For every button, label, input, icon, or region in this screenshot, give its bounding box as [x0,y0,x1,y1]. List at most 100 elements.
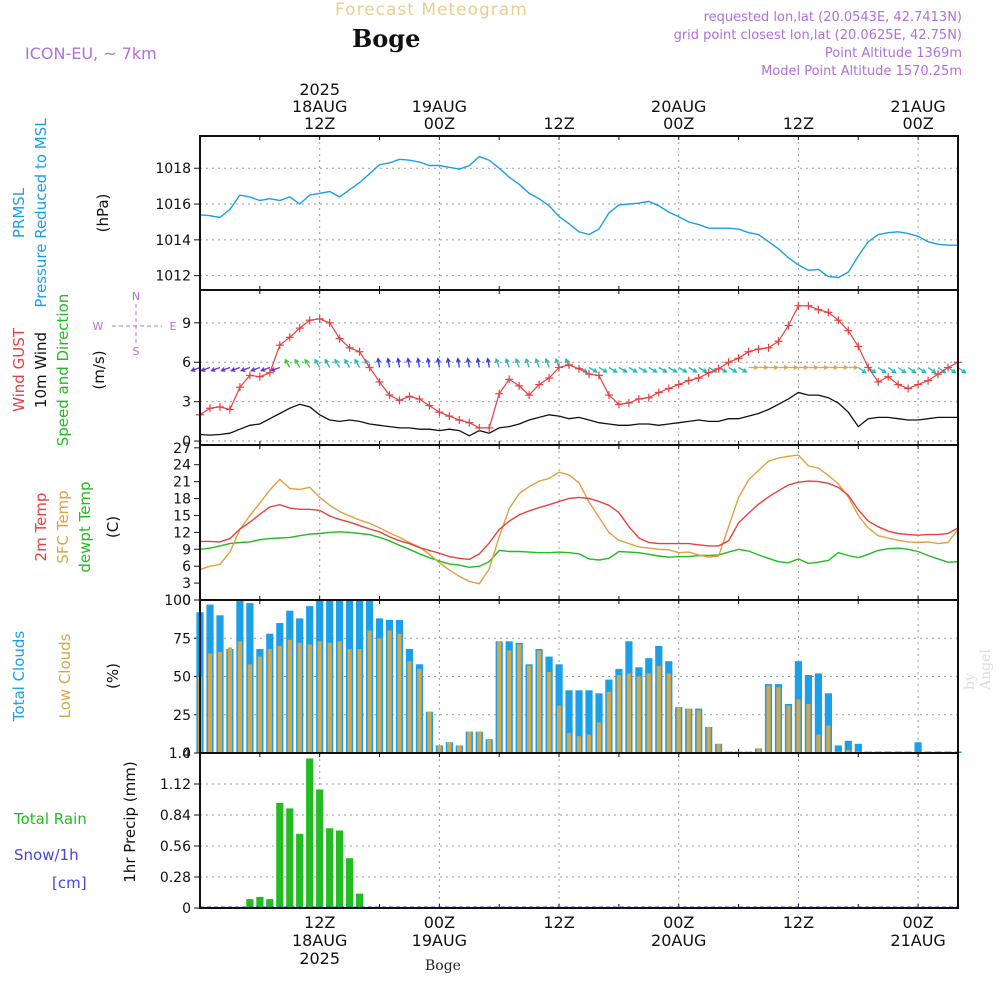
wind-arrow-shaft [588,366,598,373]
wind-arrow-head [386,357,391,363]
gust-marker [545,374,554,383]
wind-arrow-shaft [887,366,896,374]
wind10m-label: 10m Wind [32,332,50,408]
rain-bar [346,858,354,908]
gust-marker [754,345,763,354]
low-cloud-bar [417,668,422,753]
wind-arrow-head [445,357,451,363]
wind-arrow-head [921,368,927,374]
wind-arrow-shaft [525,358,530,368]
wind-arrow-head [672,368,678,373]
wind-arrow-shaft [688,366,697,373]
y-tick-label: 6 [182,355,191,371]
footer-station-name: Boge [425,958,461,974]
credit-watermark: by Angel [962,649,994,690]
gust-marker [445,412,454,421]
low-cloud-bar [796,699,801,753]
wind-arrow-shaft [294,359,301,368]
y-tick-label: 1014 [155,233,191,249]
low-cloud-bar [766,685,771,753]
wind-arrow-shaft [354,359,361,368]
wind-arrow-shaft [698,366,707,373]
wind-arrow-head [270,367,276,372]
wind-arrow [957,366,967,374]
wind-arrow [544,357,550,368]
wind-arrow-shaft [467,358,470,368]
gust-marker [864,363,873,372]
gust-marker [744,347,753,356]
time-label-bottom: 19AUG [412,931,467,950]
wind-arrow [887,366,897,374]
wind-arrow [678,366,688,373]
low-cloud-bar [327,642,332,753]
gust-marker [405,392,414,401]
panel-frame [199,752,959,909]
low-cloud-bar [527,665,532,753]
y-tick-label: 9 [182,316,191,332]
wind-arrow [758,365,769,370]
gust-marker [814,305,823,314]
wind-arrow-head [843,365,849,370]
wind-arrow-shaft [387,358,391,368]
wind-arrow [425,357,431,368]
wind-arrow [284,358,291,368]
wind-arrow-head [881,368,887,374]
wind-arrow-shaft [427,358,431,368]
total-cloud-bar [814,673,822,753]
wind-arrow [354,358,361,368]
wind-arrow [210,366,221,372]
total-cloud-bar [844,740,852,753]
wind-arrow [324,358,331,368]
wind-arrow-shaft [271,366,281,372]
y-tick-label: 25 [173,708,191,724]
wind-arrow-head [314,358,319,364]
wind-arrow-head [376,357,382,363]
wind-arrow [927,366,937,374]
gust-marker [295,324,304,333]
wind-arrow-head [783,365,789,370]
low-cloud-bar [357,649,362,753]
rain-bar [336,830,344,908]
gust-marker [225,405,234,414]
wind-arrow-shaft [738,366,747,373]
low-cloud-bar [447,742,452,753]
panel-precipitation: 0 0.28 0.56 0.84 1.12 1.4 [160,746,958,917]
wind-arrow-head [534,357,540,364]
low-cloud-bar [537,650,542,753]
low-cloud-bar [586,734,592,753]
wind-arrow-head [773,365,779,370]
low-cloud-bar [337,641,342,753]
wind-arrow-head [622,368,628,373]
gust-marker [594,371,603,380]
gust-marker [634,395,643,404]
y-tick-label: 1012 [155,269,191,285]
gust-marker [914,380,923,389]
low-cloud-bar [716,743,721,753]
rain-bar [286,808,294,908]
wind-arrow-shaft [284,359,291,368]
low-cloud-bar [297,642,302,753]
wind-arrow-head [732,368,738,373]
wind-arrow-shaft [231,366,241,372]
y-tick-label: 50 [173,670,191,686]
wind-arrow-shaft [628,366,637,373]
wind-arrow-shaft [495,358,500,368]
wind-arrow-shaft [728,366,737,373]
wind-arrow-head [415,357,421,363]
low-cloud-bar [227,647,232,753]
panel-clouds: 0 25 50 75 100 [164,593,962,762]
gust-marker [894,380,903,389]
time-label-top: 18AUG [292,97,347,116]
low-cloud-bar [377,638,382,754]
wind-arrow-shaft [314,359,321,368]
time-label-bottom: 12Z [304,913,335,932]
low-cloud-bar [786,705,791,753]
wind-arrow-head [652,368,658,373]
time-label-bottom: 12Z [783,913,814,932]
wind-arrow [465,357,471,368]
wind-arrow [848,365,859,370]
low-cloud-bar [756,748,761,753]
wind-arrow-head [602,368,608,373]
y-tick-label: 27 [173,441,191,457]
low-cloud-bar [427,711,432,753]
